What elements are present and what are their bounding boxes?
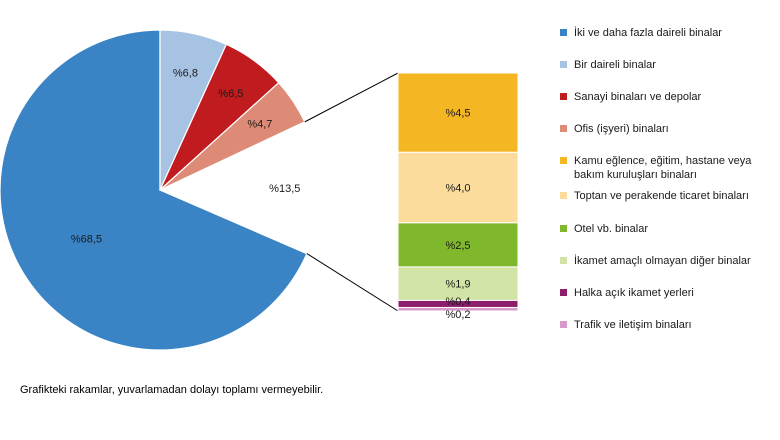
- legend-swatch: [560, 157, 567, 164]
- legend-label: Toptan ve perakende ticaret binaları: [574, 190, 749, 202]
- legend-item-toptan-ve-perakende-ticaret-binalari: Toptan ve perakende ticaret binaları: [560, 189, 778, 203]
- stack-segment-toptan-ve-perakende-ticaret-binalari: [397, 151, 519, 224]
- legend-swatch: [560, 289, 567, 296]
- legend-label: Ofis (işyeri) binaları: [574, 123, 669, 135]
- stack-label-kamu-eglence-egitim-hastane-veya-bakim-kuruluslari-binalari: %4,5: [445, 108, 470, 120]
- pie-label-ofis-isyeri-binalari: %4,7: [247, 118, 272, 130]
- legend-label: Halka açık ikamet yerleri: [574, 287, 694, 299]
- pie-label-iki-ve-daha-fazla-daireli-binalar: %68,5: [71, 233, 102, 245]
- pie-slice-diger: [158, 121, 321, 255]
- legend-label: Trafik ve iletişim binaları: [574, 319, 692, 331]
- legend-item-ofis-isyeri-binalari: Ofis (işyeri) binaları: [560, 122, 778, 136]
- legend-swatch: [560, 93, 567, 100]
- stack-segment-otel-vb-binalar: [397, 222, 519, 268]
- legend-label: Bir daireli binalar: [574, 59, 656, 71]
- stacked-bar: [397, 72, 519, 312]
- pie-slices: [0, 29, 321, 351]
- legend-label: İkamet amaçlı olmayan diğer binalar: [574, 255, 751, 267]
- legend-item-halka-acik-ikamet-yerleri: Halka açık ikamet yerleri: [560, 286, 778, 300]
- legend-label: Otel vb. binalar: [574, 223, 648, 235]
- legend-swatch: [560, 192, 567, 199]
- legend-swatch: [560, 225, 567, 232]
- legend-swatch: [560, 61, 567, 68]
- legend-swatch: [560, 321, 567, 328]
- legend-swatch: [560, 257, 567, 264]
- legend-item-bir-daireli-binalar: Bir daireli binalar: [560, 58, 778, 72]
- legend-item-otel-vb-binalar: Otel vb. binalar: [560, 222, 778, 236]
- legend-label: Kamu eğlence, eğitim, hastane veya bakım…: [574, 155, 752, 181]
- pie-label-sanayi-binalari-ve-depolar: %6,5: [218, 88, 243, 100]
- data-labels: %68,5 %6,8 %6,5 %4,7 %13,5 %4,5 %4,0 %2,5 %1,9 %0…: [71, 68, 471, 322]
- stack-segment-ikamet-amacli-olmayan-diger-binalar: [397, 266, 519, 301]
- legend-item-ikamet-amacli-olmayan-diger-binalar: İkamet amaçlı olmayan diğer binalar: [560, 254, 778, 268]
- legend-item-iki-ve-daha-fazla-daireli-binalar: İki ve daha fazla daireli binalar: [560, 26, 778, 40]
- stack-segment-trafik-ve-iletisim-binalari: [397, 306, 519, 312]
- pie-label-diger: %13,5: [269, 183, 300, 195]
- stack-label-halka-acik-ikamet-yerleri: %0,4: [445, 296, 470, 308]
- stack-segment-kamu-eglence-egitim-hastane-veya-bakim-kuruluslari-binalari: [397, 72, 519, 153]
- stack-label-trafik-ve-iletisim-binalari: %0,2: [445, 309, 470, 321]
- legend-item-kamu-eglence-egitim-hastane-veya-bakim-kuruluslari-binalari: Kamu eğlence, eğitim, hastane veya bakım…: [560, 154, 778, 182]
- pie-label-bir-daireli-binalar: %6,8: [173, 68, 198, 80]
- legend-swatch: [560, 29, 567, 36]
- legend-swatch: [560, 125, 567, 132]
- stack-label-toptan-ve-perakende-ticaret-binalari: %4,0: [445, 183, 470, 195]
- connector-lines: [304, 72, 399, 312]
- pie-slice-iki-ve-daha-fazla-daireli-binalar: [0, 29, 308, 351]
- legend-item-trafik-ve-iletisim-binalari: Trafik ve iletişim binaları: [560, 318, 778, 332]
- stack-label-ikamet-amacli-olmayan-diger-binalar: %1,9: [445, 279, 470, 291]
- chart-footnote: Grafikteki rakamlar, yuvarlamadan dolayı…: [20, 384, 324, 396]
- legend-label: İki ve daha fazla daireli binalar: [574, 27, 722, 39]
- connector-line-bottom: [306, 253, 399, 312]
- connector-line-top: [304, 72, 399, 123]
- stack-label-otel-vb-binalar: %2,5: [445, 240, 470, 252]
- legend-label: Sanayi binaları ve depolar: [574, 91, 702, 103]
- legend-item-sanayi-binalari-ve-depolar: Sanayi binaları ve depolar: [560, 90, 778, 104]
